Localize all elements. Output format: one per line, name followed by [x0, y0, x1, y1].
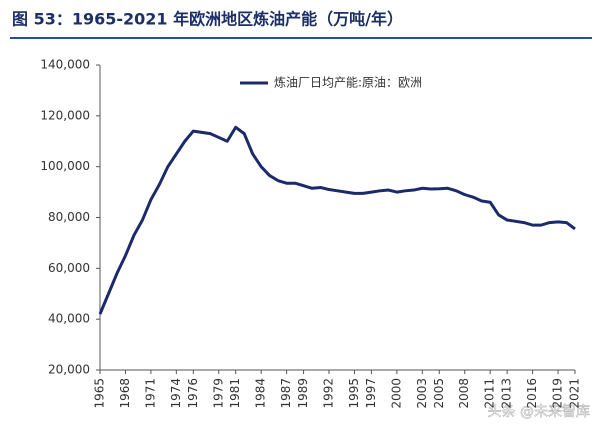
line	[98, 125, 576, 315]
y-tick-label: 20,000	[48, 363, 90, 377]
x-tick-label: 1979	[211, 378, 225, 409]
x-tick-label: 1987	[279, 378, 293, 409]
x-tick-label: 1992	[322, 378, 336, 409]
x-tick-label: 2011	[483, 378, 497, 409]
x-tick-label: 2005	[432, 378, 446, 409]
y-tick-label: 40,000	[48, 312, 90, 326]
x-tick-label: 2021	[568, 378, 582, 409]
chart-title: 图 53：1965-2021 年欧洲地区炼油产能（万吨/年）	[12, 10, 403, 29]
x-tick-label: 1976	[186, 378, 200, 409]
y-tick-label: 80,000	[48, 210, 90, 224]
y-tick-label: 120,000	[40, 108, 90, 122]
x-tick-label: 1981	[228, 378, 242, 409]
y-tick-label: 100,000	[40, 159, 90, 173]
x-tick-label: 2008	[457, 378, 471, 409]
x-tick-label: 1995	[347, 378, 361, 409]
watermark: 头条 @未来智库	[488, 403, 590, 420]
x-tick-label: 1989	[296, 378, 310, 409]
x-tick-label: 2013	[500, 378, 514, 409]
x-tick-label: 2019	[551, 378, 565, 409]
x-tick-label: 2000	[389, 378, 403, 409]
x-tick-label: 2016	[525, 378, 539, 409]
x-tick-label: 1971	[143, 378, 157, 409]
x-tick-label: 2003	[415, 378, 429, 409]
x-tick-label: 1965	[93, 378, 107, 409]
y-tick-label: 60,000	[48, 261, 90, 275]
y-tick-label: 140,000	[40, 58, 90, 72]
x-tick-label: 1968	[118, 378, 132, 409]
x-tick-label: 1997	[364, 378, 378, 409]
x-tick-label: 1984	[254, 378, 268, 409]
legend-label: 炼油厂日均产能:原油：欧洲	[274, 75, 422, 90]
x-tick-label: 1974	[169, 378, 183, 409]
